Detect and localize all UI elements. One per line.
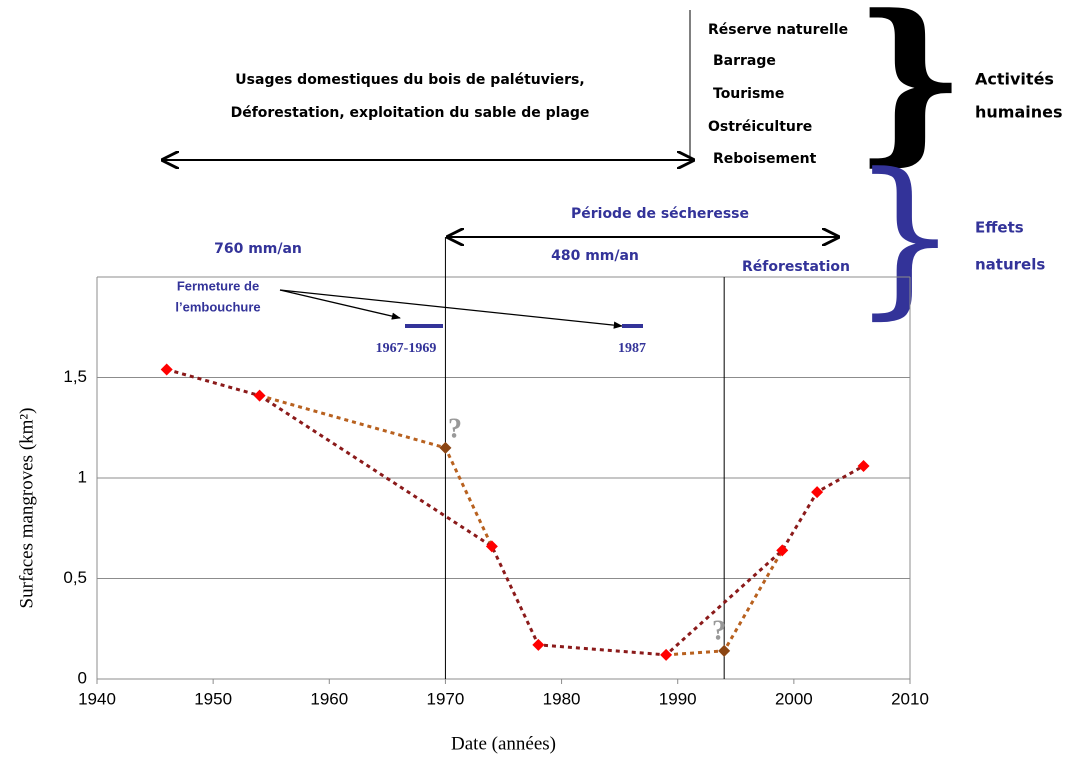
x-axis-label: Date (années) xyxy=(451,733,556,754)
x-tick-label: 1950 xyxy=(194,689,232,708)
x-tick-label: 1940 xyxy=(78,689,116,708)
annotation: 760 mm/an xyxy=(214,241,302,257)
annotation: 480 mm/an xyxy=(551,248,639,264)
y-tick-label: 0 xyxy=(78,668,87,687)
annotation: ? xyxy=(712,615,726,646)
annotation: Réserve naturelle xyxy=(708,22,848,38)
annotation: ? xyxy=(448,413,462,444)
annotation: Fermeture de xyxy=(177,278,259,293)
annotation: Déforestation, exploitation du sable de … xyxy=(231,105,590,121)
brace: } xyxy=(854,0,967,182)
data-point xyxy=(485,540,498,553)
x-tick-label: 1980 xyxy=(543,689,581,708)
x-tick-label: 2000 xyxy=(775,689,813,708)
annotation: Usages domestiques du bois de palétuvier… xyxy=(235,72,584,88)
data-point xyxy=(253,389,266,402)
annotation: Période de sécheresse xyxy=(571,206,749,222)
y-axis-label: Surfaces mangroves (km²) xyxy=(16,408,37,609)
x-tick-label: 1970 xyxy=(427,689,465,708)
annotation: Effets xyxy=(975,219,1024,237)
pointer-arrow xyxy=(279,289,401,320)
brace: } xyxy=(851,137,959,335)
annotation: Reboisement xyxy=(713,151,817,167)
annotation: Réforestation xyxy=(742,259,850,275)
data-point xyxy=(160,363,173,376)
data-point xyxy=(660,648,673,661)
main-line xyxy=(166,368,865,657)
y-tick-label: 0,5 xyxy=(63,568,87,587)
annotation: Tourisme xyxy=(713,86,784,102)
annotation: Activités xyxy=(975,70,1054,89)
data-point xyxy=(439,441,452,454)
x-tick-label: 1990 xyxy=(659,689,697,708)
data-point xyxy=(857,459,870,472)
annotation: naturels xyxy=(975,256,1045,274)
pointer-arrow xyxy=(279,289,623,329)
annotation: Ostréiculture xyxy=(708,119,812,135)
annotation: Barrage xyxy=(713,53,776,69)
y-tick-label: 1,5 xyxy=(63,367,87,386)
x-tick-label: 2010 xyxy=(891,689,929,708)
data-point xyxy=(776,544,789,557)
annotation: 1967-1969 xyxy=(376,341,437,356)
data-point xyxy=(811,486,824,499)
x-tick-label: 1960 xyxy=(310,689,348,708)
data-point xyxy=(718,644,731,657)
data-point xyxy=(532,638,545,651)
annotation: 1987 xyxy=(618,341,646,356)
annotation: humaines xyxy=(975,103,1063,122)
y-tick-label: 1 xyxy=(78,467,87,486)
decorations: } } xyxy=(163,0,966,335)
annotation: l’embouchure xyxy=(175,299,260,314)
